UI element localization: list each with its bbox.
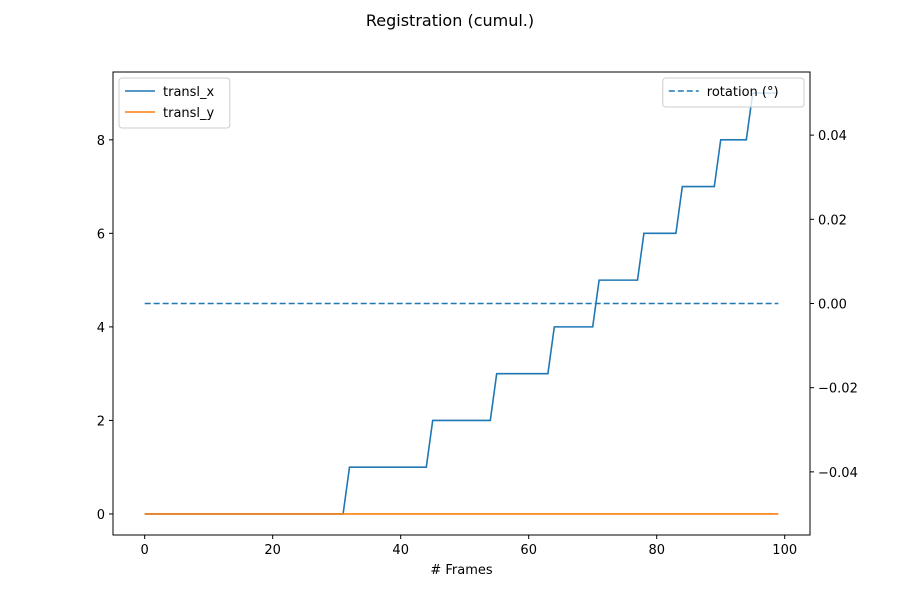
legend-label: transl_x [163,85,215,100]
x-tick-label: 0 [141,543,149,558]
legend-left: transl_x transl_y [118,77,231,129]
y-tick-label: 6 [97,227,105,242]
y2-tick-label: 0.02 [818,213,847,228]
y2-tick-label: −0.04 [818,466,858,481]
y-axis-left: 0 2 4 6 8 [97,134,113,523]
y2-tick-label: 0.00 [818,298,847,313]
legend-label: transl_y [163,106,215,121]
y-tick-label: 8 [97,134,105,149]
y2-tick-label: 0.04 [818,129,847,144]
x-axis-label: # Frames [430,563,493,578]
y-tick-label: 2 [97,414,105,429]
x-tick-label: 40 [392,543,409,558]
legend-right: rotation (°) [662,77,805,108]
x-tick-label: 20 [264,543,281,558]
chart-title: Registration (cumul.) [366,11,534,30]
legend-box [662,77,805,108]
y-tick-label: 0 [97,508,105,523]
series-layer [144,92,779,515]
x-tick-label: 80 [648,543,665,558]
y2-tick-label: −0.02 [818,382,858,397]
y-axis-right: −0.04 −0.02 0.00 0.02 0.04 [810,129,858,481]
legend-label: rotation (°) [707,85,779,100]
x-tick-label: 60 [520,543,537,558]
y-tick-label: 4 [97,321,105,336]
x-tick-label: 100 [772,543,797,558]
x-axis: 0 20 40 60 80 100 [141,535,797,558]
